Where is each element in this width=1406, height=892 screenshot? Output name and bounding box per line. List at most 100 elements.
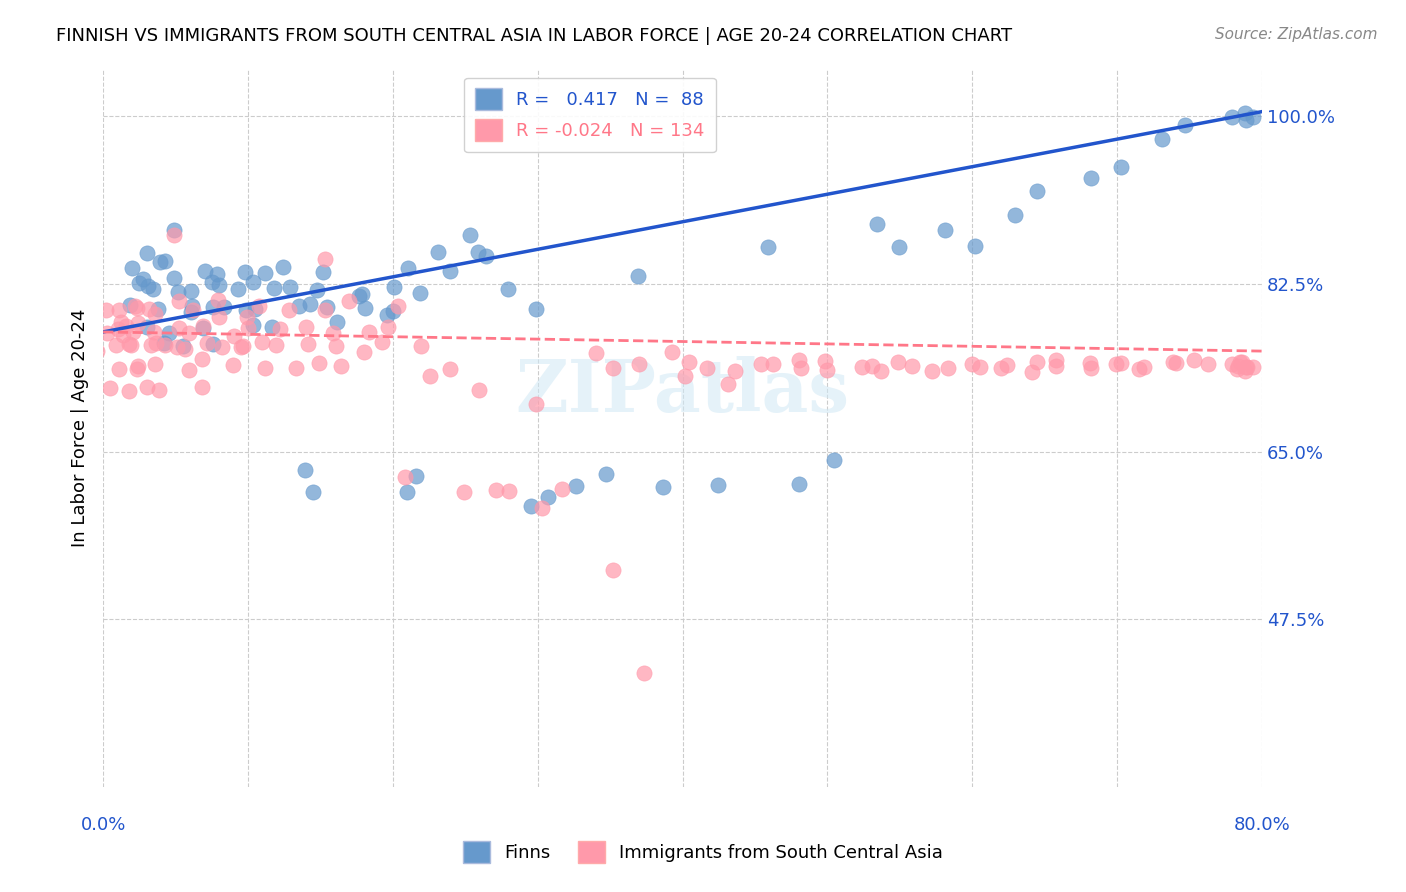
Point (409, 286, 432, 301)
Point (936, 361, 959, 376)
Point (221, 358, 243, 372)
Point (411, 339, 433, 353)
Text: 80.0%: 80.0% (1233, 815, 1291, 834)
Point (602, 563, 624, 577)
Point (602, 360, 624, 375)
Point (359, 325, 381, 339)
Point (308, 356, 330, 370)
Point (1233, 105, 1256, 120)
Point (1233, 364, 1256, 378)
Point (468, 384, 491, 398)
Point (177, 363, 200, 377)
Point (370, 334, 392, 349)
Point (405, 468, 427, 483)
Point (860, 359, 883, 373)
Point (787, 477, 810, 491)
Point (143, 306, 166, 320)
Point (148, 302, 170, 317)
Point (110, 315, 132, 329)
Point (104, 338, 127, 352)
Point (460, 227, 482, 242)
Point (98, 380, 121, 394)
Point (1152, 131, 1174, 145)
Point (127, 359, 149, 374)
Point (1243, 360, 1265, 375)
Point (673, 369, 696, 384)
Point (174, 342, 197, 356)
Point (124, 299, 146, 313)
Point (155, 338, 177, 352)
Point (524, 301, 547, 316)
Point (194, 264, 217, 278)
Point (395, 485, 418, 500)
Point (266, 338, 288, 352)
Point (1004, 208, 1026, 222)
Point (1230, 355, 1253, 369)
Point (396, 260, 419, 275)
Point (122, 325, 145, 339)
Point (1226, 361, 1249, 376)
Point (136, 380, 159, 394)
Point (135, 320, 157, 334)
Point (1236, 359, 1258, 374)
Point (162, 228, 184, 243)
Point (1080, 171, 1102, 186)
Point (233, 265, 256, 279)
Point (139, 338, 162, 352)
Point (678, 355, 700, 369)
Point (1105, 357, 1128, 371)
Point (1132, 360, 1154, 375)
Point (377, 320, 399, 334)
Point (1078, 356, 1101, 370)
Legend: R =   0.417   N =  88, R = -0.024   N = 134: R = 0.417 N = 88, R = -0.024 N = 134 (464, 78, 716, 153)
Point (627, 268, 650, 283)
Point (723, 364, 745, 378)
Point (166, 340, 188, 354)
Point (1197, 357, 1219, 371)
Point (661, 345, 683, 359)
Point (1025, 184, 1047, 198)
Point (211, 340, 233, 354)
Point (135, 246, 157, 260)
Point (121, 260, 143, 275)
Point (965, 239, 987, 253)
Point (350, 287, 373, 301)
Point (851, 359, 873, 374)
Point (337, 294, 360, 309)
Point (717, 377, 740, 392)
Point (125, 301, 148, 316)
Point (870, 364, 893, 378)
Point (284, 361, 307, 376)
Point (298, 297, 321, 311)
Point (191, 380, 214, 394)
Point (202, 300, 225, 314)
Point (294, 463, 316, 477)
Point (498, 483, 520, 498)
Point (232, 339, 254, 353)
Point (354, 301, 377, 315)
Point (485, 483, 508, 498)
Point (1080, 361, 1102, 376)
Point (789, 361, 811, 376)
Point (271, 260, 294, 274)
Point (125, 362, 148, 376)
Point (382, 303, 405, 318)
Point (236, 321, 259, 335)
Legend: Finns, Immigrants from South Central Asia: Finns, Immigrants from South Central Asi… (453, 830, 953, 874)
Point (107, 322, 129, 336)
Point (163, 223, 186, 237)
Point (142, 326, 165, 340)
Point (236, 310, 259, 324)
Point (201, 275, 224, 289)
Point (195, 336, 218, 351)
Point (297, 337, 319, 351)
Point (1045, 353, 1067, 368)
Text: ZIPatlas: ZIPatlas (516, 356, 849, 427)
Point (1021, 365, 1043, 379)
Point (207, 293, 229, 308)
Point (419, 369, 441, 384)
Point (394, 470, 416, 484)
Point (143, 357, 166, 371)
Point (242, 318, 264, 332)
Point (934, 222, 956, 236)
